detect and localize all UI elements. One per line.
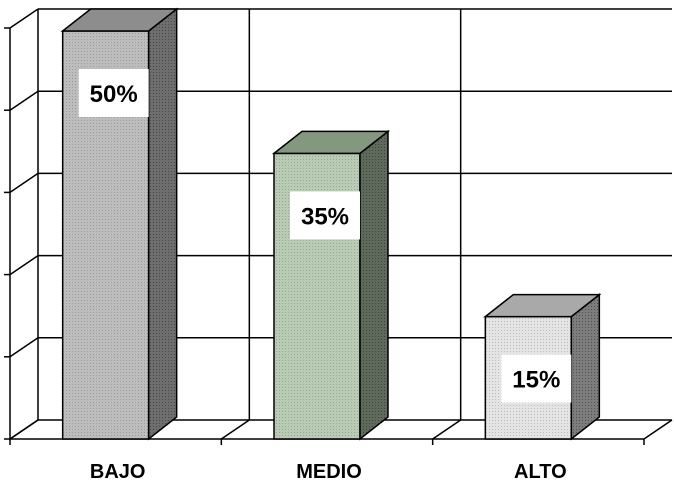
- data-labels: 50% 35% 15%: [78, 69, 572, 403]
- gridline-side: [9, 172, 39, 194]
- bar-alto-side-texture: [571, 294, 600, 439]
- bar-alto-top: [483, 293, 602, 318]
- floor-edge: [220, 419, 250, 440]
- category-labels: BAJO MEDIO ALTO: [90, 461, 567, 483]
- bar-bajo-top: [60, 8, 179, 32]
- data-label-bajo: 50%: [90, 81, 138, 108]
- data-label-box-alto: [501, 354, 572, 403]
- category-label-medio: MEDIO: [296, 461, 362, 483]
- bar-medio-side-texture: [360, 131, 388, 439]
- category-label-alto: ALTO: [514, 461, 567, 483]
- data-label-box-medio: [290, 191, 360, 240]
- gridline-side: [9, 337, 39, 358]
- bar-bajo-side-texture: [148, 9, 177, 439]
- gridline-side: [9, 254, 39, 276]
- bar-medio: [271, 129, 391, 441]
- floor-edge: [643, 419, 673, 440]
- data-label-box-bajo: [78, 69, 149, 117]
- data-label-alto: 15%: [512, 367, 560, 394]
- gridline-side: [9, 90, 39, 111]
- data-label-medio: 35%: [301, 203, 349, 230]
- bar-medio-top: [271, 130, 391, 155]
- floor-edge: [9, 419, 39, 440]
- floor-edge: [432, 419, 462, 440]
- gridline-side: [9, 8, 39, 29]
- category-label-bajo: BAJO: [90, 461, 146, 483]
